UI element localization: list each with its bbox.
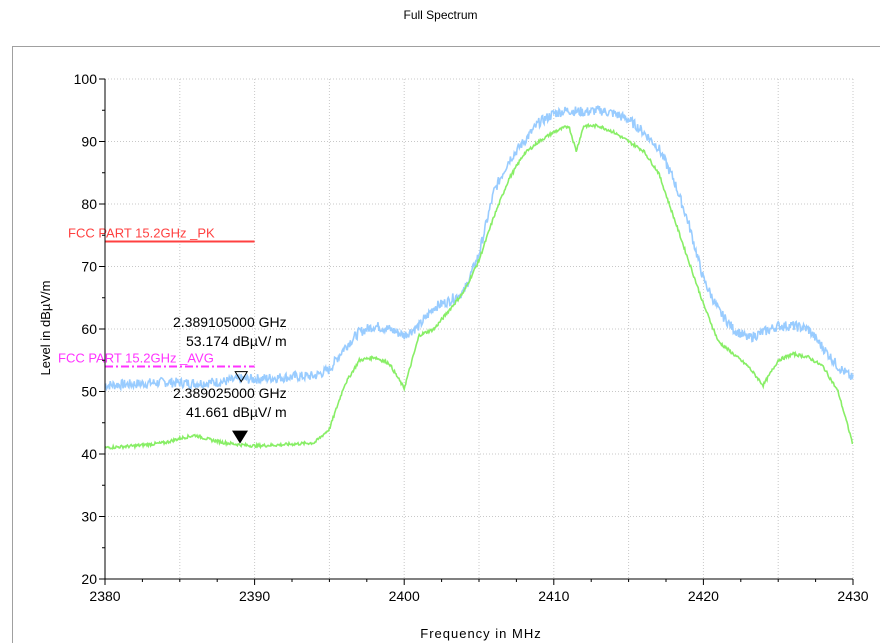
marker-frequency-label: 2.389105000 GHz: [173, 314, 287, 330]
series-line: [104, 105, 854, 392]
series-line: [104, 122, 854, 451]
y-tick-label: 50: [81, 384, 97, 400]
x-tick-label: 2400: [389, 588, 420, 604]
marker-layer: 2.389105000 GHz 53.174 dBµV/ m 2.389025000…: [173, 314, 287, 444]
marker-filled-triangle: [232, 430, 249, 444]
chart-frame: [12, 46, 880, 643]
y-tick-label: 30: [81, 509, 97, 525]
x-tick-label: 2420: [688, 588, 719, 604]
y-tick-label: 80: [81, 196, 97, 212]
marker-frequency-label: 2.389025000 GHz: [173, 385, 287, 401]
marker-level-label: 53.174 dBµV/ m: [186, 333, 287, 349]
x-tick-label: 2430: [837, 588, 868, 604]
limit-lines-layer: FCC PART 15.2GHz _PK FCC PART 15.2GHz _AV…: [58, 226, 255, 368]
x-tick-label: 2410: [538, 588, 569, 604]
y-tick-label: 70: [81, 259, 97, 275]
y-tick-label: 60: [81, 321, 97, 337]
y-tick-label: 20: [81, 571, 97, 587]
limit-line-label: FCC PART 15.2GHz _AVG: [58, 351, 214, 366]
marker-level-label: 41.661 dBµV/ m: [186, 404, 287, 420]
y-axis-label: Level in dBµV/m: [38, 281, 53, 376]
y-tick-label: 90: [81, 134, 97, 150]
limit-line-label: FCC PART 15.2GHz _PK: [68, 226, 215, 241]
chart-title: Full Spectrum: [403, 8, 478, 22]
series-layer: [104, 105, 854, 451]
x-axis-label: Frequency in MHz: [420, 626, 541, 641]
x-tick-label: 2390: [239, 588, 270, 604]
y-tick-label: 40: [81, 446, 97, 462]
marker-open-triangle: [234, 371, 249, 383]
x-tick-label: 2380: [89, 588, 120, 604]
y-tick-label: 100: [74, 71, 98, 87]
axis-layer: 20 30 40 50 60 70 80 90 100 2380 2390 2400 2410 2420 2…: [74, 71, 869, 604]
